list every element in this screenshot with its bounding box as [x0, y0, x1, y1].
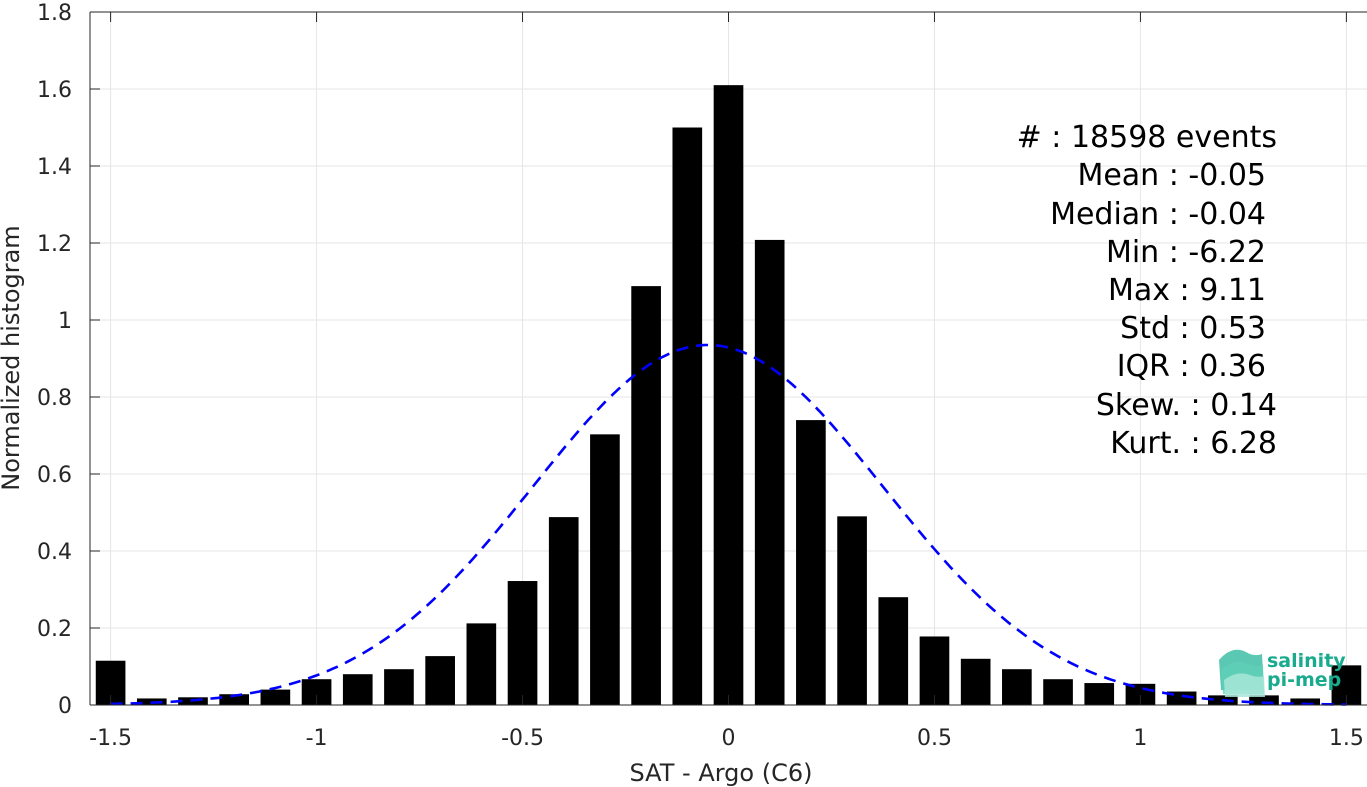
bar — [713, 85, 744, 705]
bar — [837, 516, 867, 705]
y-tick-label: 0.4 — [37, 540, 72, 565]
bar — [1002, 669, 1032, 705]
bar — [425, 656, 455, 705]
x-tick-labels: -1.5 -1 -0.5 0 0.5 1 1.5 — [89, 726, 1364, 751]
bar — [548, 517, 579, 705]
x-tick-label: 1.5 — [1329, 726, 1364, 751]
stat-median: Median : -0.04 — [1050, 197, 1266, 232]
bar — [754, 239, 785, 706]
gaussian-fit-curve — [110, 343, 1347, 706]
y-tick-label: 1.4 — [37, 155, 72, 180]
bar — [260, 689, 291, 705]
bar — [878, 597, 909, 705]
y-axis-label: Normalized histogram — [0, 225, 25, 490]
y-tick-label: 0 — [58, 694, 72, 719]
stat-min: Min : -6.22 — [1106, 235, 1266, 270]
bar — [590, 434, 620, 705]
bar — [384, 669, 414, 705]
bar — [219, 694, 250, 705]
stat-kurt: Kurt. : 6.28 — [1110, 426, 1277, 461]
bar — [1290, 698, 1321, 705]
bar — [631, 286, 661, 705]
bar — [342, 674, 373, 705]
y-tick-label: 0.2 — [37, 617, 72, 642]
stat-skew: Skew. : 0.14 — [1096, 388, 1277, 423]
stat-std: Std : 0.53 — [1120, 311, 1266, 346]
bar — [1043, 679, 1073, 705]
y-tick-label: 1.6 — [37, 78, 72, 103]
x-tick-label: -1.5 — [89, 726, 132, 751]
y-tick-label: 1 — [58, 309, 72, 334]
stat-iqr: IQR : 0.36 — [1117, 349, 1266, 384]
y-tick-label: 0.6 — [37, 463, 72, 488]
bars — [95, 85, 1362, 706]
x-tick-label: -0.5 — [501, 726, 544, 751]
bar — [919, 636, 950, 705]
bar — [507, 581, 538, 705]
x-tick-label: 1 — [1133, 726, 1147, 751]
x-axis-label: SAT - Argo (C6) — [630, 759, 813, 787]
x-tick-label: 0.5 — [917, 726, 952, 751]
stat-max: Max : 9.11 — [1108, 273, 1266, 308]
x-tick-label: -1 — [306, 726, 328, 751]
stat-mean: Mean : -0.05 — [1077, 158, 1266, 193]
axes — [89, 11, 1367, 706]
bar — [1166, 691, 1197, 705]
wave-logo-icon — [1219, 649, 1265, 697]
bar — [1249, 695, 1279, 705]
y-tick-labels: 0 0.2 0.4 0.6 0.8 1 1.2 1.4 1.6 1.8 — [37, 1, 72, 719]
bar — [960, 658, 991, 705]
y-tick-label: 0.8 — [37, 386, 72, 411]
stat-events: # : 18598 events — [1017, 120, 1277, 155]
statistics-box: # : 18598 events Mean : -0.05 Median : -… — [1017, 120, 1277, 461]
bar — [466, 623, 497, 705]
bar — [672, 127, 703, 705]
y-tick-label: 1.2 — [37, 232, 72, 257]
bar — [796, 420, 826, 705]
bar — [1084, 683, 1115, 705]
logo-text-line1: salinity — [1267, 650, 1346, 672]
x-tick-label: 0 — [722, 726, 736, 751]
salinity-pimep-logo: salinity pi-mep — [1219, 649, 1346, 697]
logo-text-line2: pi-mep — [1267, 669, 1341, 691]
y-tick-label: 1.8 — [37, 1, 72, 26]
